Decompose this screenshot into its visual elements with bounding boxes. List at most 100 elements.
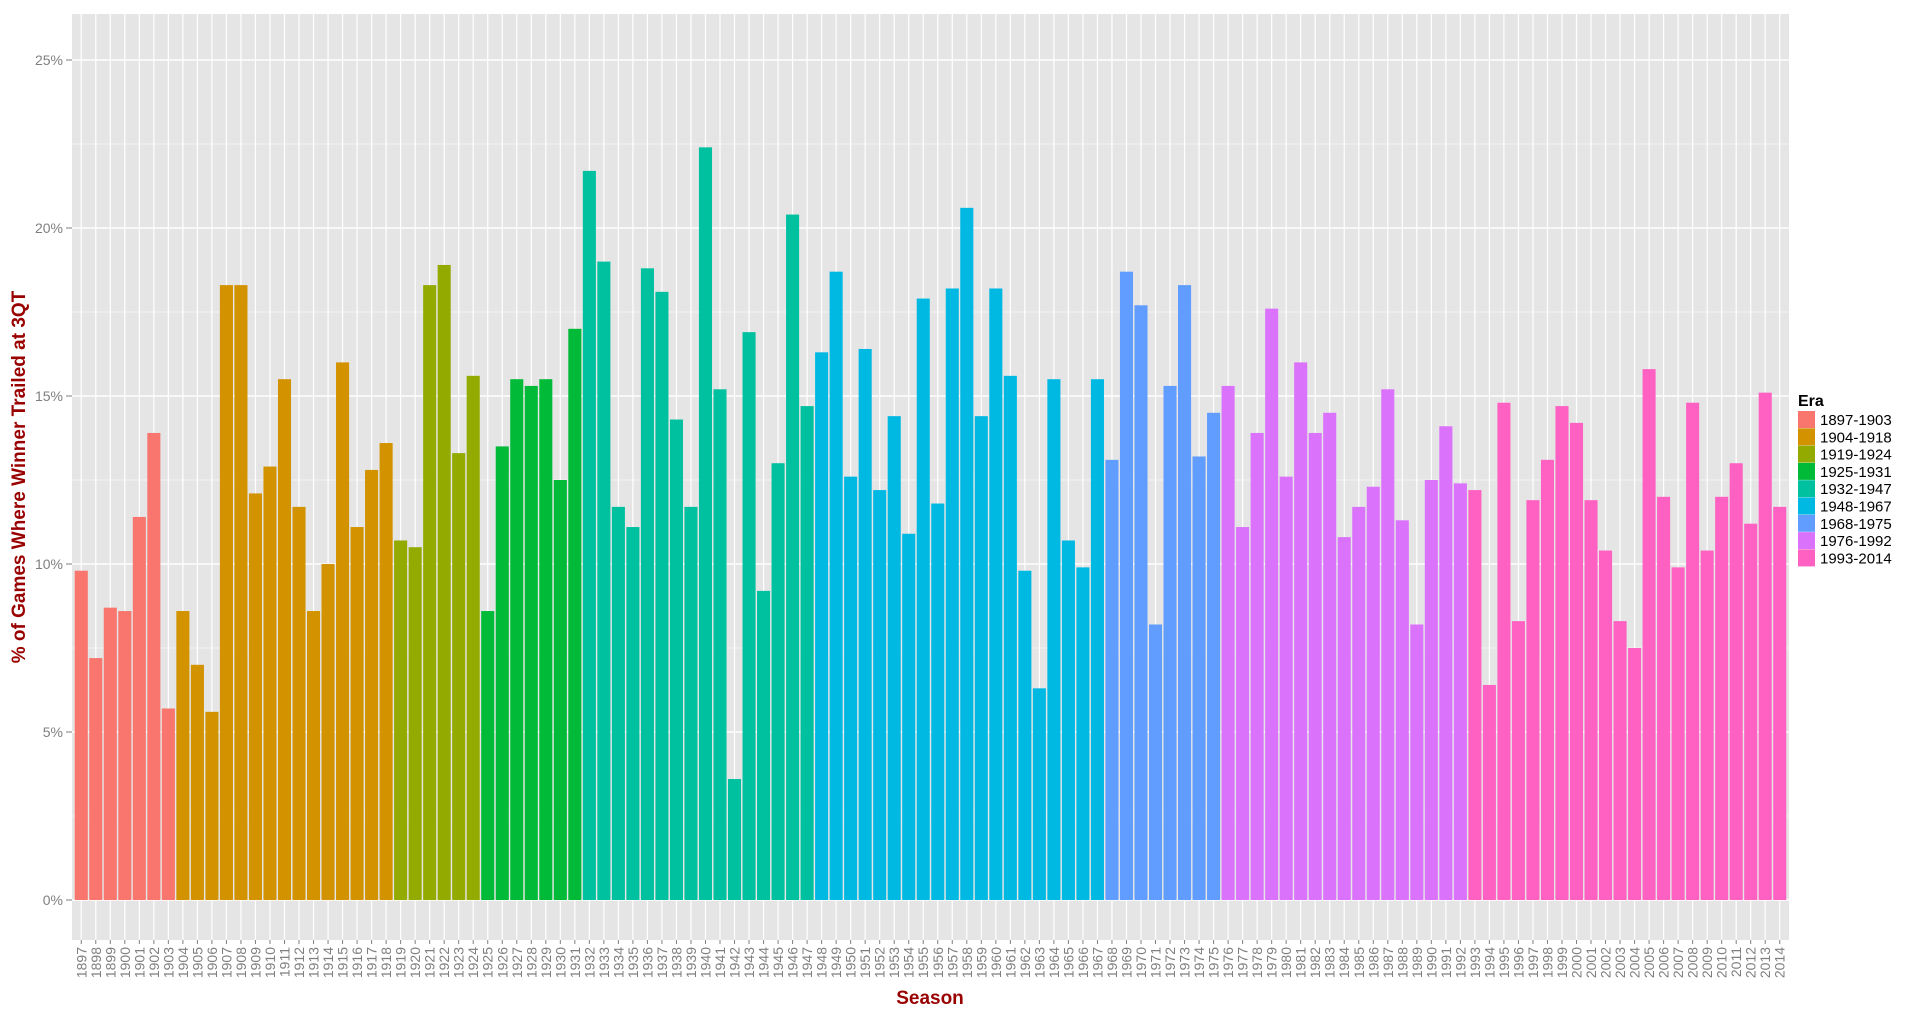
x-tick-label: 1956 — [930, 947, 946, 978]
x-tick-label: 2014 — [1772, 947, 1788, 978]
y-tick-label: 20% — [35, 220, 63, 236]
bar-1924 — [466, 375, 480, 901]
x-tick-label: 1917 — [364, 947, 380, 978]
x-tick-label: 1914 — [320, 947, 336, 978]
x-tick-label: 1972 — [1162, 947, 1178, 978]
bar-1944 — [757, 590, 771, 900]
bar-1941 — [713, 389, 727, 900]
x-tick-label: 1952 — [872, 947, 888, 978]
bar-1926 — [495, 446, 509, 900]
bar-2007 — [1671, 567, 1685, 900]
x-tick-label: 1922 — [436, 947, 452, 978]
x-tick-label: 1989 — [1409, 947, 1425, 978]
x-tick-label: 1898 — [88, 947, 104, 978]
x-tick-label: 1920 — [407, 947, 423, 978]
x-tick-label: 1986 — [1365, 947, 1381, 978]
x-tick-label: 1910 — [262, 947, 278, 978]
bar-1968 — [1105, 459, 1119, 900]
bar-2009 — [1700, 550, 1714, 900]
bar-2014 — [1773, 506, 1787, 900]
bar-1957 — [945, 288, 959, 901]
x-tick-label: 1962 — [1017, 947, 1033, 978]
legend-label: 1919-1924 — [1820, 447, 1892, 464]
bar-1918 — [379, 443, 393, 900]
bar-1977 — [1236, 527, 1250, 900]
x-tick-label: 1939 — [683, 947, 699, 978]
x-tick-label: 1916 — [349, 947, 365, 978]
x-tick-label: 1964 — [1046, 947, 1062, 978]
bar-2011 — [1729, 463, 1743, 900]
bar-1946 — [786, 214, 800, 900]
x-tick-label: 1941 — [712, 947, 728, 978]
bar-1906 — [205, 711, 219, 900]
x-tick-label: 1930 — [552, 947, 568, 978]
bar-1982 — [1308, 432, 1322, 900]
bar-1965 — [1061, 540, 1075, 900]
bar-1940 — [698, 147, 713, 901]
bar-1897 — [74, 570, 88, 900]
x-tick-label: 1908 — [233, 947, 249, 978]
bar-1929 — [539, 379, 553, 900]
bar-1925 — [481, 611, 495, 900]
x-tick-label: 1976 — [1220, 947, 1236, 978]
x-tick-label: 2008 — [1685, 947, 1701, 978]
bar-2006 — [1657, 496, 1671, 900]
bar-1975 — [1207, 412, 1221, 900]
bar-1967 — [1090, 379, 1104, 900]
x-tick-label: 1977 — [1235, 947, 1251, 978]
x-tick-label: 1944 — [756, 947, 772, 978]
x-tick-label: 1935 — [625, 947, 641, 978]
legend-swatch — [1798, 549, 1815, 567]
x-tick-label: 1937 — [654, 947, 670, 978]
bar-1998 — [1540, 459, 1555, 900]
bar-1907 — [219, 285, 233, 900]
x-tick-label: 1924 — [465, 947, 481, 978]
bar-1990 — [1424, 480, 1438, 900]
legend-title: Era — [1798, 393, 1824, 410]
bar-1919 — [394, 540, 408, 900]
x-tick-label: 1900 — [117, 947, 133, 978]
x-tick-label: 1982 — [1307, 947, 1323, 978]
x-tick-label: 1995 — [1496, 947, 1512, 978]
bar-1973 — [1178, 285, 1192, 900]
bar-1923 — [452, 453, 466, 900]
bar-1981 — [1294, 362, 1308, 900]
bar-1974 — [1192, 456, 1206, 900]
x-tick-label: 1932 — [581, 947, 597, 978]
bar-2010 — [1715, 496, 1729, 900]
x-tick-label: 2011 — [1728, 947, 1744, 977]
bar-1948 — [815, 352, 829, 900]
bar-1970 — [1134, 305, 1148, 900]
x-tick-label: 2012 — [1743, 947, 1759, 978]
legend-swatch — [1798, 497, 1815, 515]
x-tick-label: 1903 — [160, 947, 176, 978]
x-tick-label: 1993 — [1467, 947, 1483, 978]
x-tick-label: 2003 — [1612, 947, 1628, 978]
bar-1936 — [640, 268, 654, 900]
bar-1916 — [350, 527, 364, 900]
x-tick-label: 2013 — [1757, 947, 1773, 978]
x-tick-label: 1927 — [509, 947, 525, 978]
x-tick-label: 1965 — [1060, 947, 1076, 978]
x-tick-label: 1971 — [1148, 947, 1164, 978]
legend-label: 1976-1992 — [1820, 533, 1892, 550]
x-tick-label: 1966 — [1075, 947, 1091, 978]
x-tick-label: 1953 — [886, 947, 902, 978]
x-tick-label: 1923 — [451, 947, 467, 978]
x-tick-label: 1991 — [1438, 947, 1454, 978]
x-tick-label: 1918 — [378, 947, 394, 978]
legend-swatch — [1798, 411, 1815, 428]
bar-1934 — [611, 506, 625, 900]
x-tick-label: 2006 — [1656, 947, 1672, 978]
bar-1961 — [1003, 375, 1017, 901]
bar-1928 — [524, 385, 538, 900]
legend-swatch — [1798, 462, 1815, 480]
x-tick-label: 1901 — [131, 947, 147, 978]
bar-1987 — [1381, 389, 1395, 900]
x-tick-label: 1950 — [843, 947, 859, 978]
bar-1971 — [1148, 624, 1163, 900]
bar-1921 — [423, 285, 437, 900]
x-tick-label: 1963 — [1031, 947, 1047, 978]
x-tick-label: 1934 — [610, 947, 626, 978]
